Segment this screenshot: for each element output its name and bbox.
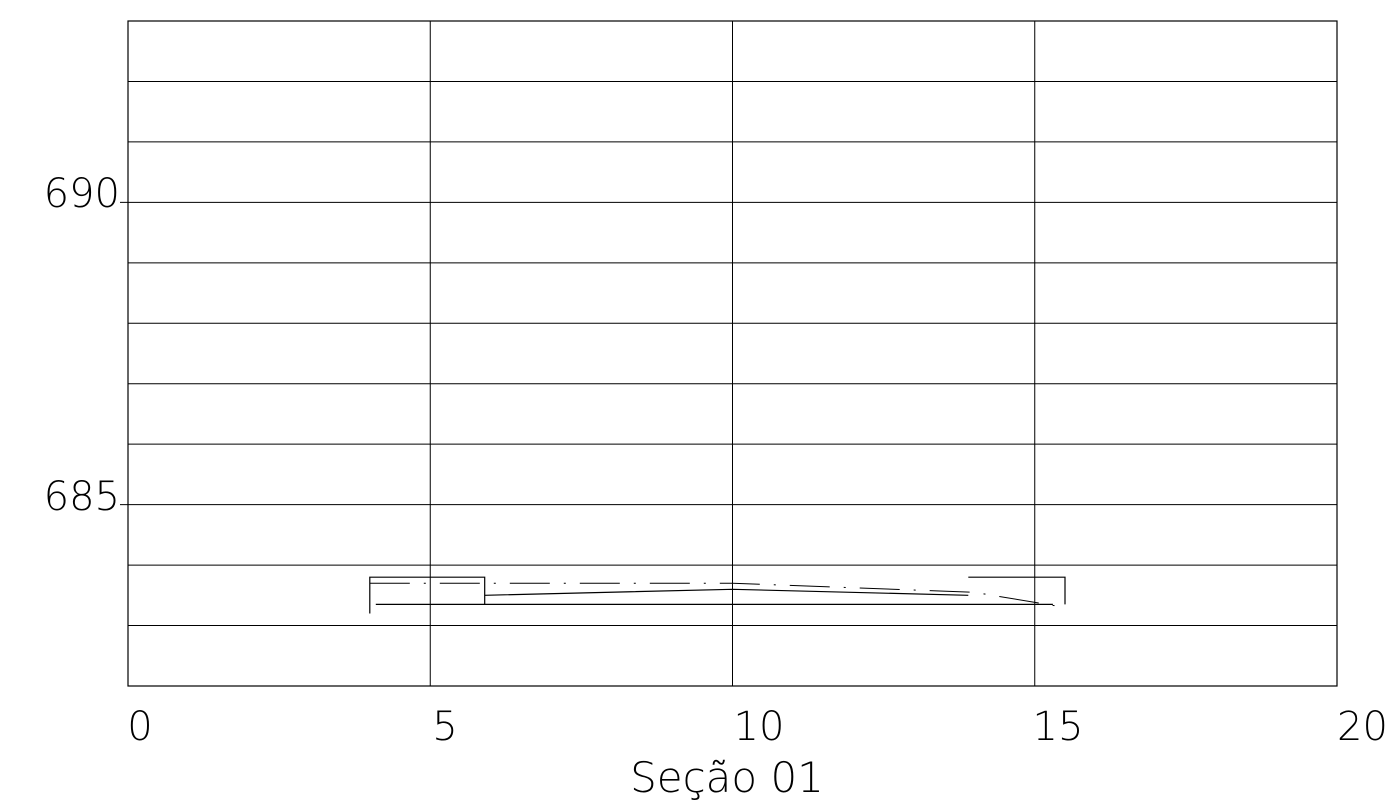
section-profile (369, 576, 1066, 614)
curb-right-line (968, 576, 1066, 605)
x-tick-label-20: 20 (1337, 704, 1387, 750)
y-tick-label-685: 685 (44, 474, 120, 520)
x-tick-label-0: 0 (127, 704, 152, 750)
section-title: Seção 01 (630, 753, 824, 802)
y-tick-label-690: 690 (44, 171, 120, 217)
curb-left-line (369, 576, 486, 614)
x-tick-label-15: 15 (1033, 704, 1084, 750)
grid (120, 20, 1338, 687)
terrain-line (369, 582, 1066, 608)
y-axis-labels: 690 685 (44, 171, 120, 520)
x-tick-label-5: 5 (432, 704, 457, 750)
x-axis-labels: 0 5 10 15 20 (127, 704, 1387, 750)
road-surface-line (484, 588, 969, 596)
x-tick-label-10: 10 (734, 704, 785, 750)
